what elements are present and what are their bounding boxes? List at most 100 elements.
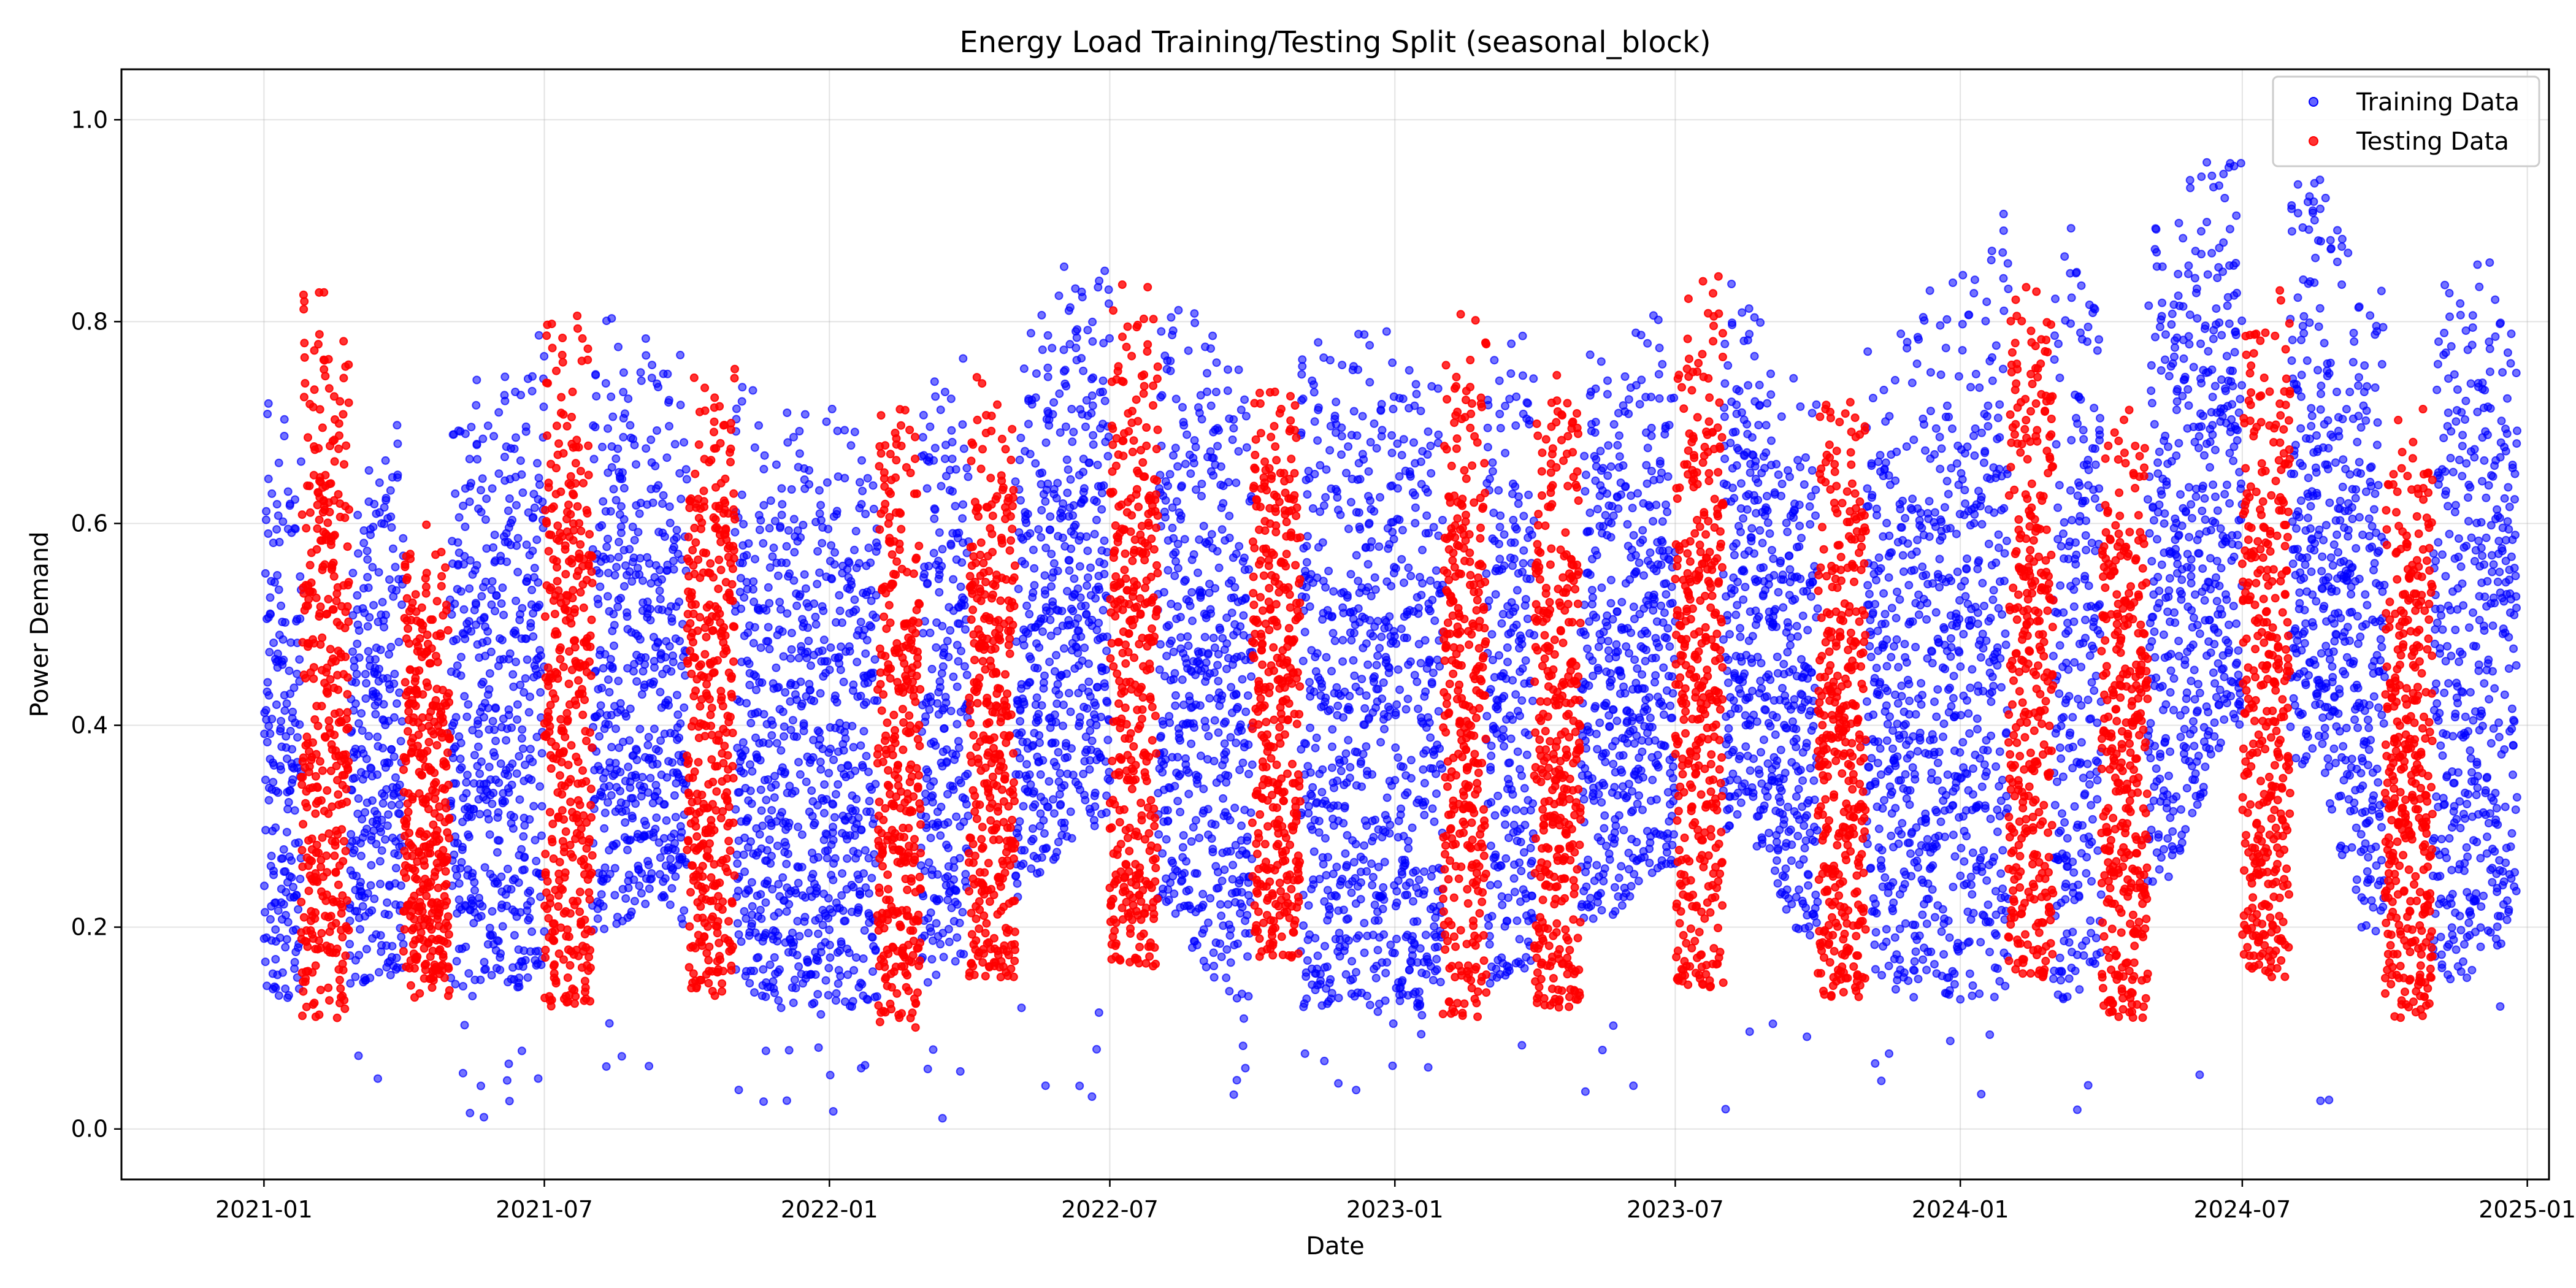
training-point: [1528, 696, 1537, 705]
training-point: [1521, 595, 1530, 604]
training-point: [1157, 391, 1167, 400]
training-point: [1358, 412, 1367, 421]
training-point: [1416, 407, 1425, 415]
training-point: [1090, 821, 1099, 830]
training-point: [374, 1074, 382, 1083]
training-point: [1611, 821, 1620, 830]
training-point: [1346, 762, 1355, 772]
training-point: [619, 388, 628, 397]
training-point: [958, 908, 967, 917]
training-point: [797, 642, 806, 651]
training-point: [391, 562, 400, 572]
training-point: [648, 498, 657, 507]
training-point: [782, 542, 791, 551]
training-point: [659, 491, 668, 500]
training-point: [843, 762, 853, 771]
training-point: [1370, 573, 1379, 582]
training-point: [603, 592, 612, 601]
training-point: [848, 721, 857, 730]
training-point: [1360, 841, 1369, 850]
training-point: [945, 937, 954, 946]
training-point: [1091, 594, 1100, 603]
training-point: [375, 478, 384, 487]
training-point: [643, 597, 652, 607]
training-point: [393, 699, 401, 708]
training-point: [277, 601, 286, 610]
training-point: [1225, 512, 1234, 521]
training-point: [1186, 601, 1195, 610]
training-point: [759, 710, 769, 719]
training-point: [1229, 415, 1238, 424]
training-point: [1592, 729, 1601, 738]
training-point: [1103, 451, 1113, 461]
training-point: [1330, 636, 1340, 645]
training-point: [740, 907, 749, 916]
training-point: [1051, 718, 1060, 727]
training-point: [462, 778, 471, 787]
training-point: [521, 427, 531, 436]
training-point: [811, 970, 820, 979]
training-point: [796, 533, 805, 542]
training-point: [392, 953, 401, 962]
training-point: [1222, 973, 1231, 983]
training-point: [274, 511, 283, 520]
training-point: [936, 940, 945, 949]
training-point: [1208, 331, 1217, 340]
training-point: [794, 822, 803, 832]
training-point: [787, 629, 796, 638]
training-point: [738, 738, 748, 747]
training-point: [477, 486, 485, 495]
training-point: [1372, 443, 1381, 453]
training-point: [1311, 933, 1320, 943]
training-point: [376, 931, 385, 940]
training-point: [627, 907, 636, 916]
training-point: [1387, 581, 1396, 591]
training-point: [600, 863, 610, 872]
training-point: [655, 565, 664, 575]
training-point: [287, 873, 296, 882]
training-point: [864, 767, 873, 776]
training-point: [1209, 634, 1218, 643]
training-point: [1493, 880, 1503, 889]
training-point: [1393, 665, 1403, 674]
training-point: [624, 394, 633, 404]
training-point: [1601, 699, 1611, 708]
training-point: [1637, 375, 1646, 385]
training-point: [504, 506, 513, 515]
training-point: [1486, 841, 1495, 851]
training-point: [595, 732, 604, 741]
training-point: [1060, 366, 1070, 375]
training-point: [785, 569, 794, 578]
training-point: [1334, 1079, 1343, 1088]
training-point: [451, 489, 460, 498]
training-point: [838, 906, 848, 915]
training-point: [517, 470, 526, 479]
training-point: [1045, 525, 1054, 534]
training-point: [1041, 589, 1050, 599]
training-point: [477, 757, 486, 766]
training-point: [290, 964, 299, 973]
training-point: [505, 1097, 514, 1106]
training-point: [457, 857, 466, 867]
training-point: [1173, 539, 1183, 548]
training-point: [1514, 499, 1523, 508]
training-point: [468, 726, 477, 735]
training-point: [397, 717, 407, 726]
training-point: [836, 972, 845, 981]
training-point: [1032, 693, 1041, 702]
training-point: [1300, 1049, 1309, 1058]
training-point: [1495, 554, 1505, 564]
training-point: [1585, 570, 1595, 580]
training-point: [1065, 556, 1074, 565]
training-point: [1237, 821, 1246, 830]
training-point: [266, 610, 275, 619]
training-point: [520, 821, 529, 830]
training-point: [647, 374, 656, 383]
training-point: [473, 742, 483, 751]
training-point: [1424, 1063, 1433, 1072]
training-point: [1591, 384, 1600, 393]
training-point: [935, 528, 944, 537]
training-point: [1059, 700, 1068, 710]
training-point: [1530, 631, 1539, 640]
training-point: [1619, 751, 1628, 760]
